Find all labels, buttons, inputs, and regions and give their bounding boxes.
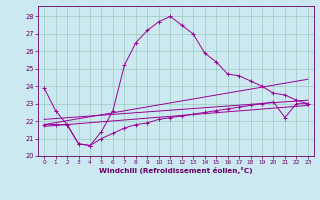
X-axis label: Windchill (Refroidissement éolien,°C): Windchill (Refroidissement éolien,°C) xyxy=(99,167,253,174)
